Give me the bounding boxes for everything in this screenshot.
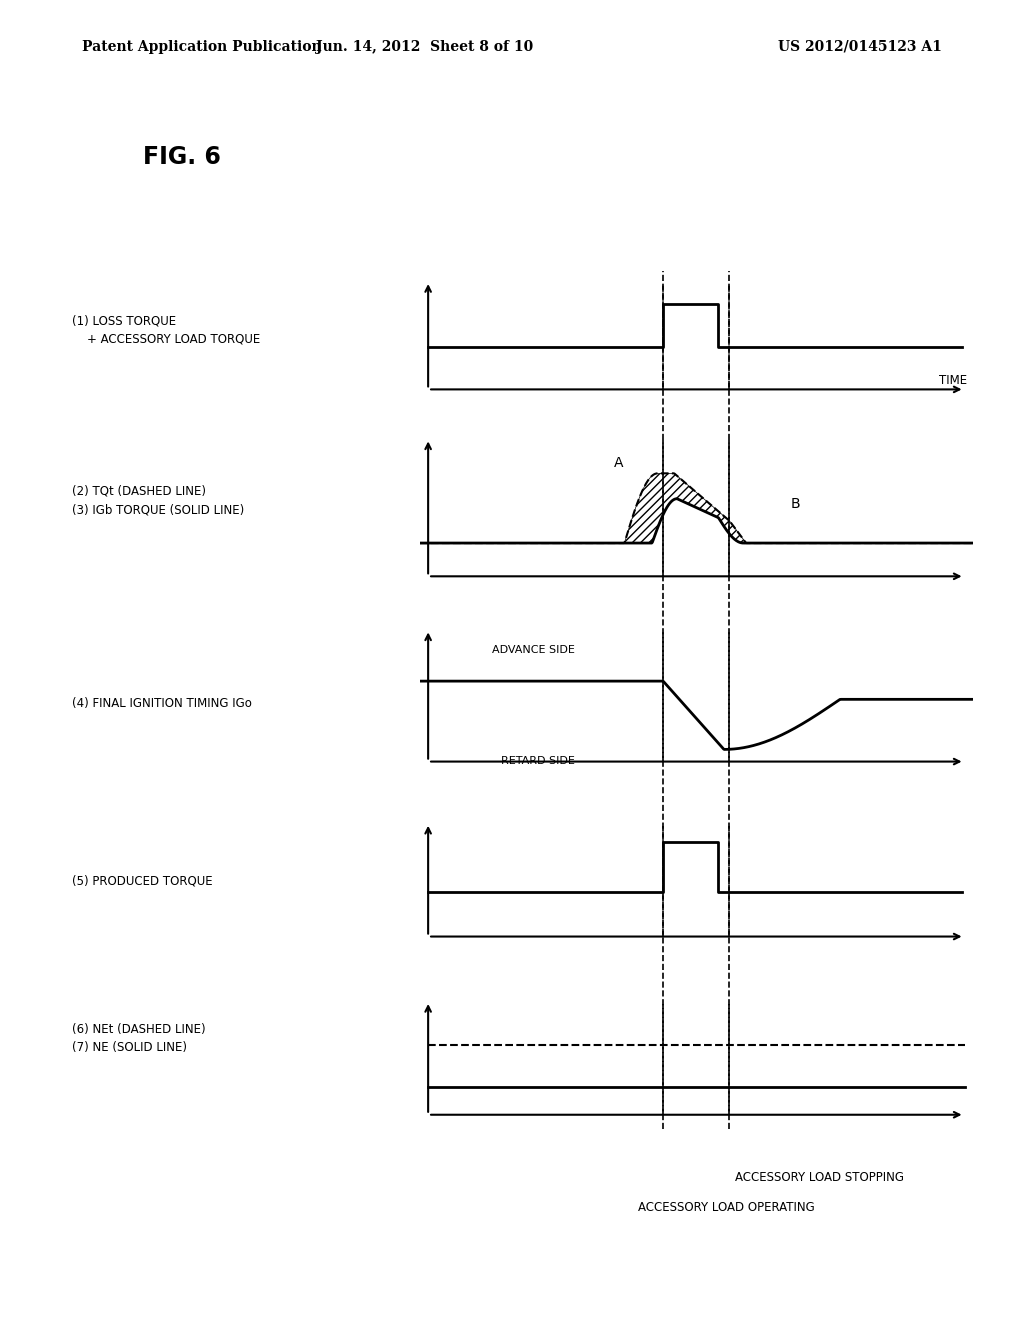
- Text: (4) FINAL IGNITION TIMING IGo: (4) FINAL IGNITION TIMING IGo: [72, 697, 252, 710]
- Text: (6) NEt (DASHED LINE)
(7) NE (SOLID LINE): (6) NEt (DASHED LINE) (7) NE (SOLID LINE…: [72, 1023, 205, 1053]
- Text: B: B: [792, 498, 801, 511]
- Text: Patent Application Publication: Patent Application Publication: [82, 40, 322, 54]
- Text: TIME: TIME: [939, 374, 968, 387]
- Text: ADVANCE SIDE: ADVANCE SIDE: [492, 645, 574, 655]
- Text: US 2012/0145123 A1: US 2012/0145123 A1: [778, 40, 942, 54]
- Text: ACCESSORY LOAD OPERATING: ACCESSORY LOAD OPERATING: [638, 1201, 814, 1214]
- Text: (1) LOSS TORQUE
    + ACCESSORY LOAD TORQUE: (1) LOSS TORQUE + ACCESSORY LOAD TORQUE: [72, 314, 260, 346]
- Text: (2) TQt (DASHED LINE)
(3) IGb TORQUE (SOLID LINE): (2) TQt (DASHED LINE) (3) IGb TORQUE (SO…: [72, 484, 244, 516]
- Text: FIG. 6: FIG. 6: [143, 145, 221, 169]
- Text: A: A: [614, 455, 624, 470]
- Text: (5) PRODUCED TORQUE: (5) PRODUCED TORQUE: [72, 875, 212, 887]
- Text: ACCESSORY LOAD STOPPING: ACCESSORY LOAD STOPPING: [734, 1171, 903, 1184]
- Text: RETARD SIDE: RETARD SIDE: [501, 755, 574, 766]
- Text: Jun. 14, 2012  Sheet 8 of 10: Jun. 14, 2012 Sheet 8 of 10: [316, 40, 534, 54]
